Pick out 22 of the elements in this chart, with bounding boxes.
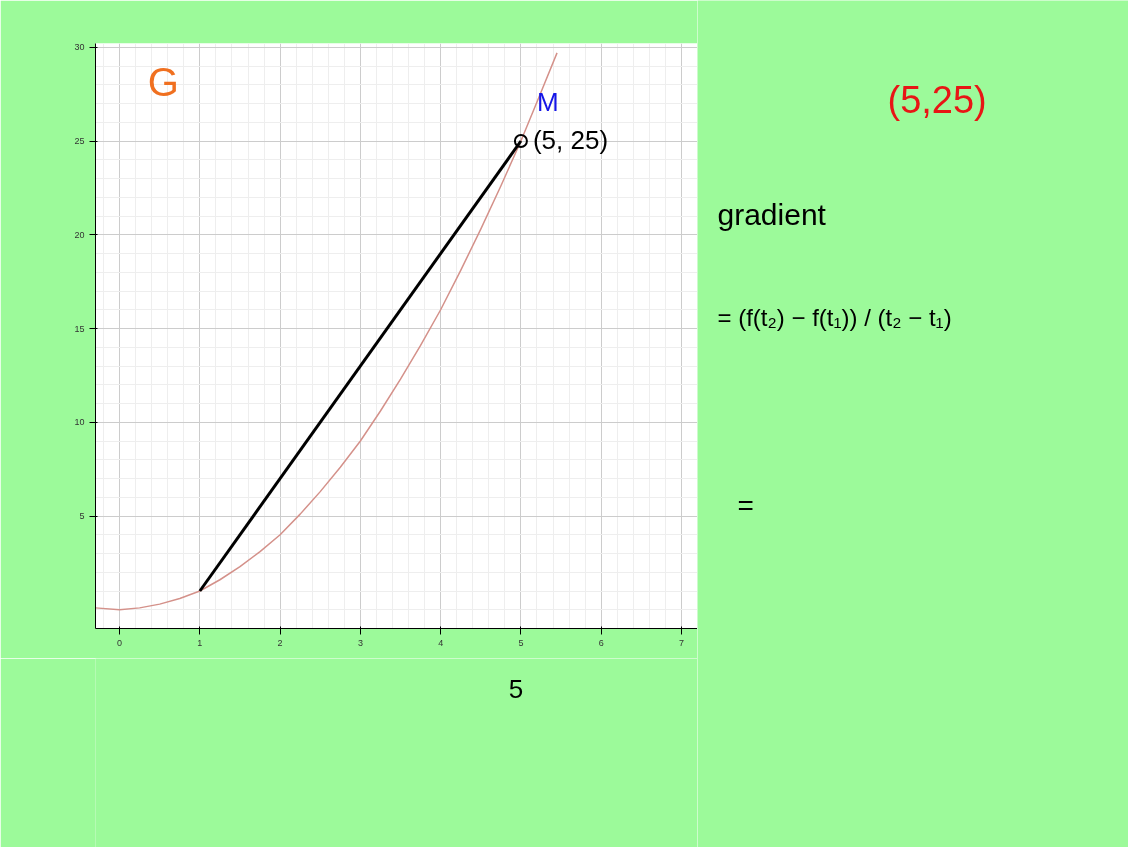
x-tick-label: 4 (438, 637, 444, 648)
x-tick-label: 3 (357, 637, 363, 648)
x-tick-label: 1 (197, 637, 203, 648)
y-tick-label: 10 (74, 417, 85, 428)
text: 5 (508, 673, 524, 704)
x-tick-label: 2 (277, 637, 283, 648)
y-tick-label: 25 (74, 136, 85, 146)
x-tick-label: 0 (117, 637, 123, 648)
y-tick-label: 20 (74, 229, 85, 240)
annotation: M (536, 86, 559, 117)
x-tick-label: 6 (598, 637, 604, 648)
text: = (737, 489, 754, 521)
y-tick-label: 30 (74, 42, 85, 53)
annotation: (5, 25) (532, 125, 609, 155)
text: = (f(t₂) − f(t₁)) / (t₂ − t₁) (717, 303, 952, 331)
x-tick-label: 5 (518, 637, 524, 648)
x-tick-label: 7 (678, 637, 684, 648)
text: gradient (717, 197, 827, 231)
annotation: G (147, 59, 179, 104)
y-tick-label: 5 (79, 511, 85, 521)
y-tick-label: 15 (74, 323, 85, 334)
text: (5,25) (887, 78, 987, 121)
